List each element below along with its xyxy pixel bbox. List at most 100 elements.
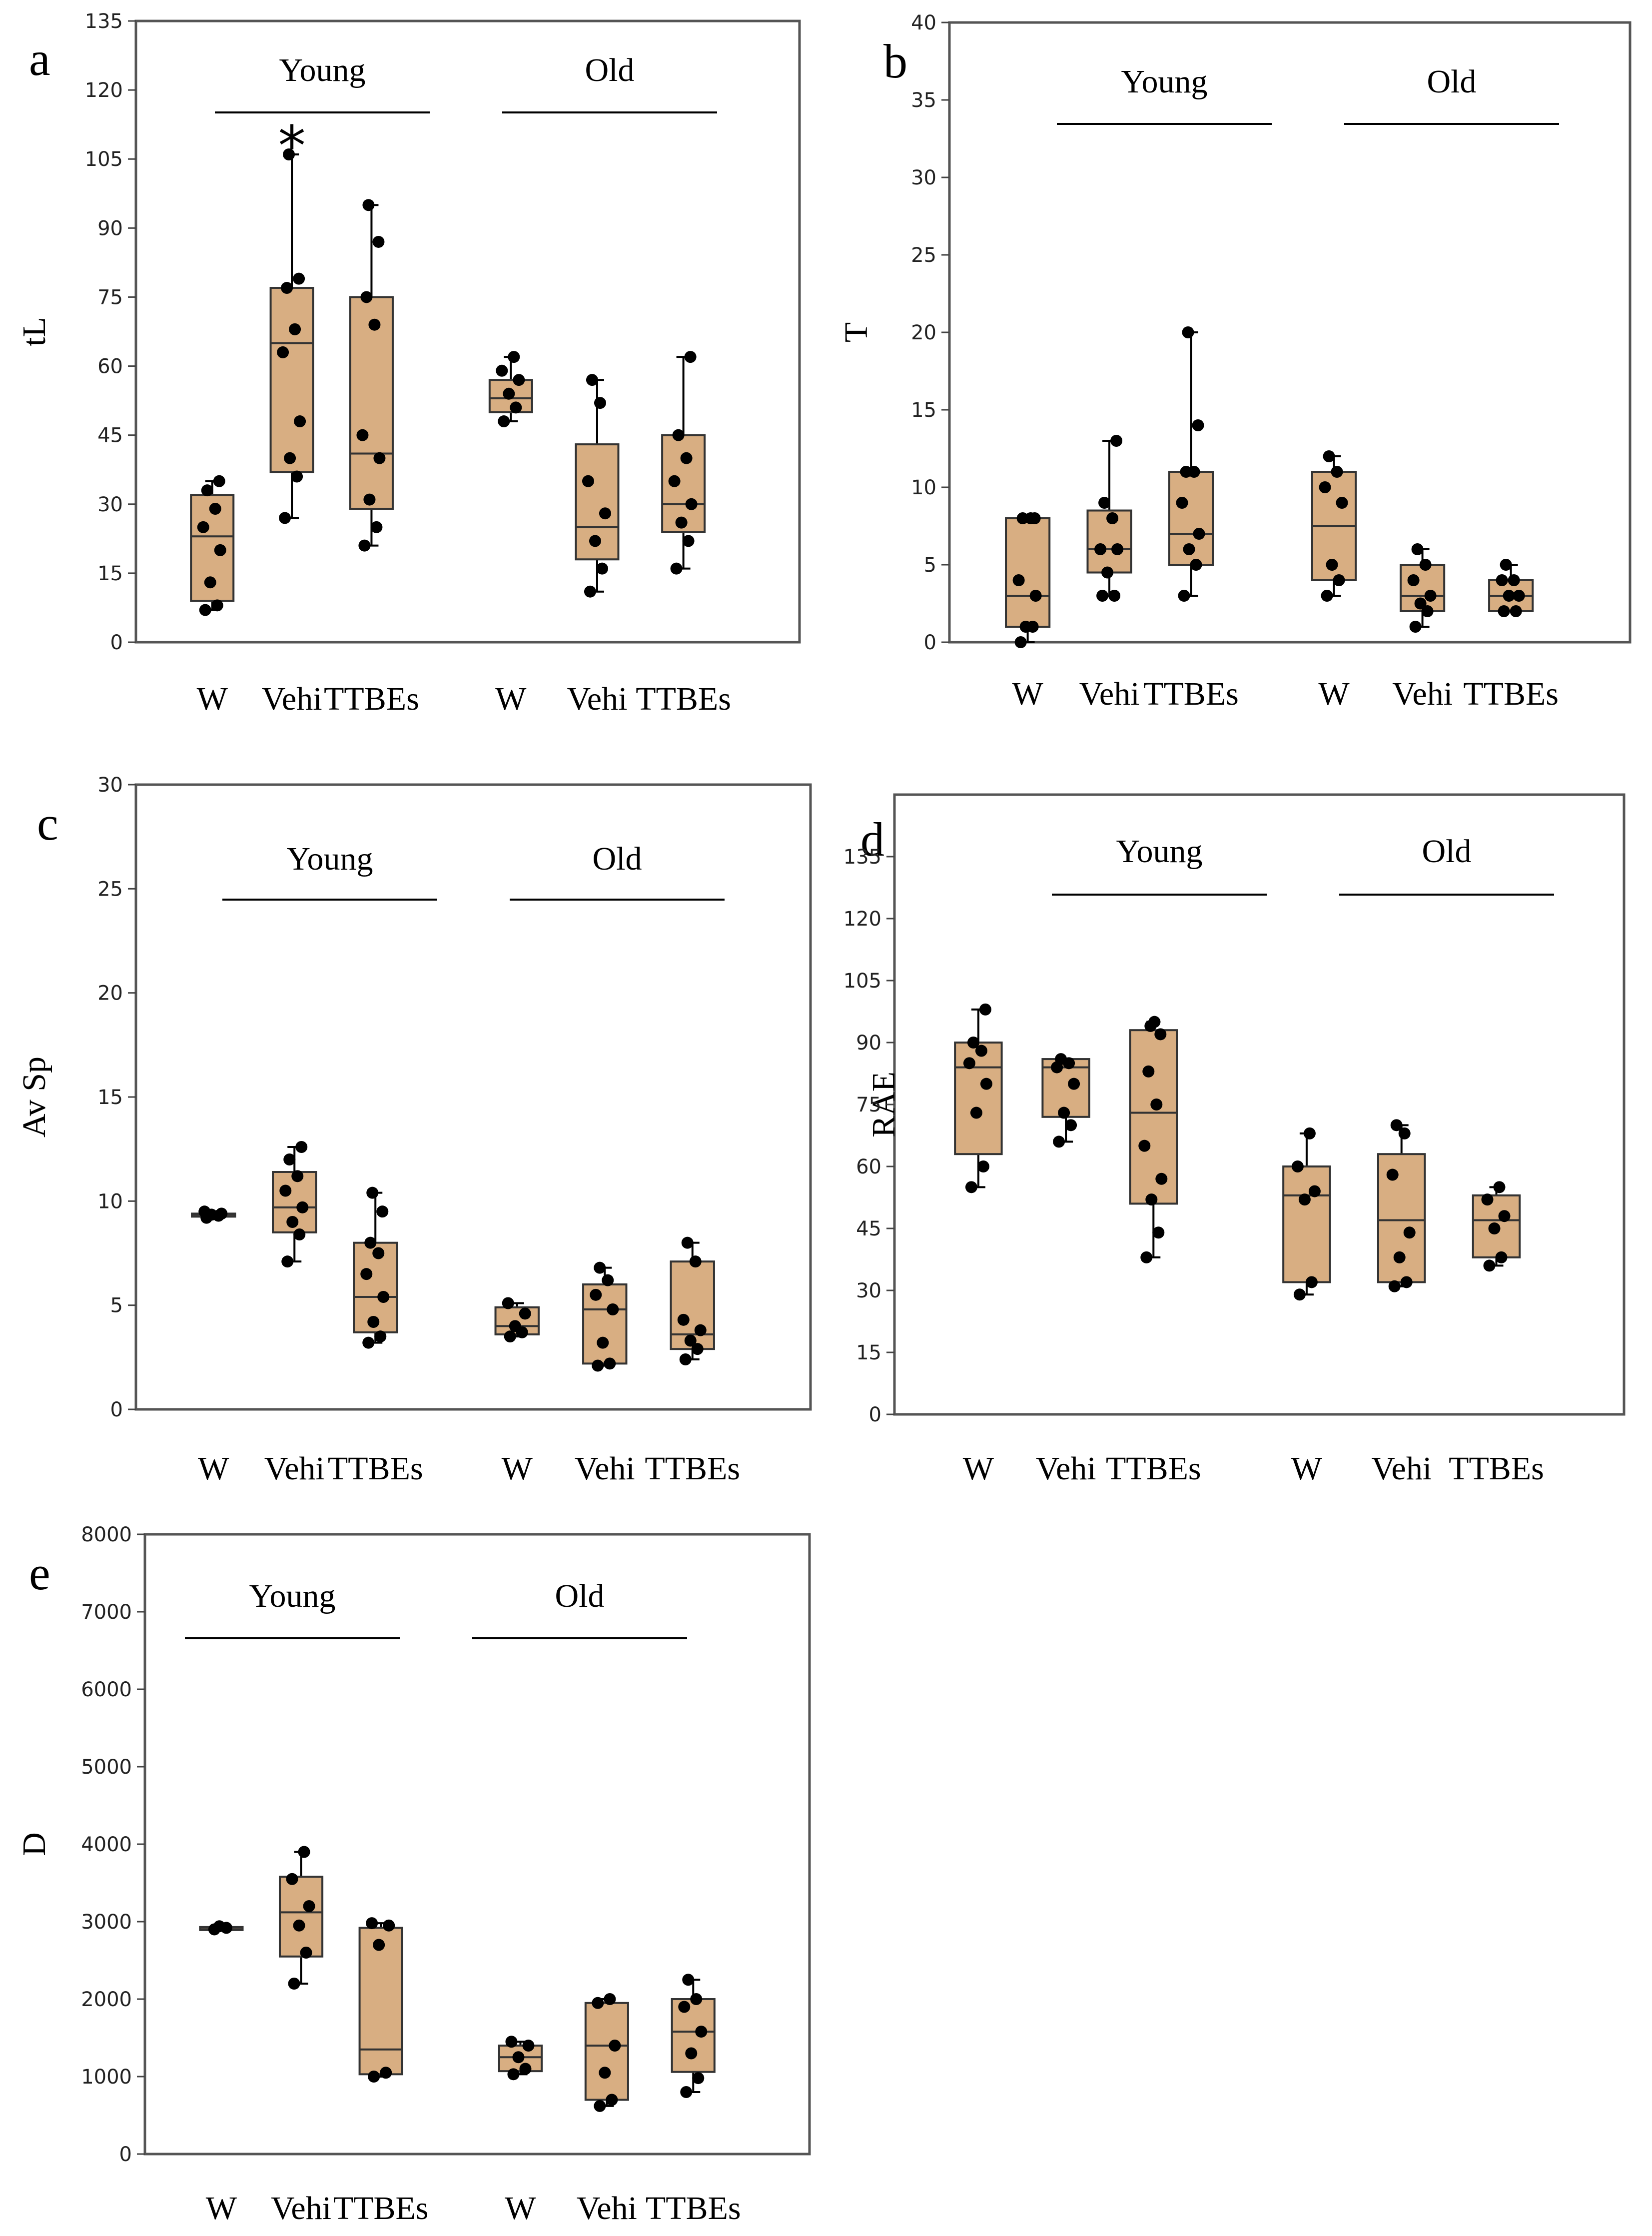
data-point: [288, 1978, 300, 1990]
y-tick-label: 0: [110, 1398, 123, 1421]
data-point: [594, 1261, 606, 1274]
group-label-old: Old: [1422, 833, 1472, 870]
box-5: [1472, 1181, 1521, 1272]
data-point: [1409, 621, 1422, 633]
data-point: [1140, 1251, 1153, 1263]
data-point: [1298, 1193, 1311, 1206]
y-tick-label: 1000: [81, 2066, 132, 2089]
category-label: Vehi: [1036, 1450, 1096, 1487]
category-label: W: [1012, 676, 1043, 712]
data-point: [366, 1186, 379, 1199]
data-point: [1150, 1099, 1163, 1111]
y-tick-label: 45: [97, 424, 123, 447]
data-point: [1029, 590, 1042, 602]
box-4: [582, 1261, 628, 1372]
data-point: [980, 1078, 992, 1090]
data-point: [1058, 1107, 1070, 1119]
box-1: [1086, 435, 1132, 602]
iqr-box: [584, 2002, 629, 2101]
data-point: [678, 2001, 691, 2013]
data-point: [1096, 590, 1109, 602]
box-3: [498, 2036, 543, 2081]
data-point: [1068, 1078, 1080, 1090]
data-point: [360, 291, 373, 303]
data-point: [197, 521, 209, 533]
data-point: [1495, 1251, 1508, 1263]
data-point: [358, 539, 371, 552]
data-point: [1110, 435, 1123, 447]
y-tick-label: 15: [856, 1341, 881, 1364]
data-point: [1154, 1028, 1167, 1041]
data-point: [284, 452, 296, 464]
data-point: [681, 1236, 694, 1249]
data-point: [586, 374, 598, 386]
data-point: [590, 1288, 602, 1301]
category-label: TTBEs: [328, 1450, 423, 1487]
data-point: [293, 1919, 305, 1932]
data-point: [1336, 497, 1348, 509]
data-point: [368, 318, 381, 331]
y-tick-label: 105: [85, 148, 123, 171]
box-5: [1488, 559, 1534, 617]
data-point: [368, 2071, 380, 2083]
data-point: [364, 1236, 377, 1249]
data-point: [694, 1324, 707, 1336]
significance-asterisk: *: [278, 114, 306, 178]
box-4: [1377, 1119, 1426, 1292]
group-label-young: Young: [249, 1578, 335, 1614]
data-point: [199, 604, 211, 616]
category-label: TTBEs: [636, 681, 731, 717]
data-point: [360, 1268, 373, 1280]
data-point: [592, 1997, 604, 2009]
y-tick-label: 6000: [81, 1678, 132, 1701]
y-tick-label: 15: [97, 562, 123, 585]
iqr-box: [1282, 1165, 1331, 1283]
group-label-old: Old: [593, 841, 642, 877]
data-point: [1065, 1119, 1077, 1131]
panel-letter: d: [860, 813, 884, 866]
data-point: [1055, 1053, 1067, 1066]
panel-letter: a: [29, 32, 50, 85]
y-tick-label: 0: [110, 631, 123, 654]
y-tick-label: 0: [924, 631, 936, 654]
y-tick-label: 30: [97, 493, 123, 516]
data-point: [1111, 543, 1124, 555]
data-point: [1176, 497, 1188, 509]
box-5: [670, 1236, 715, 1365]
y-tick-label: 5000: [81, 1756, 132, 1779]
data-point: [1321, 590, 1333, 602]
data-point: [522, 2040, 535, 2052]
group-label-old: Old: [555, 1578, 605, 1614]
data-point: [979, 1003, 991, 1016]
data-point: [684, 351, 697, 363]
category-label: W: [495, 681, 527, 717]
category-label: W: [963, 1450, 994, 1487]
data-point: [291, 470, 303, 483]
box-4: [1400, 543, 1446, 633]
data-point: [213, 1920, 225, 1933]
data-point: [607, 1303, 619, 1315]
data-point: [584, 585, 596, 598]
y-tick-label: 60: [97, 355, 123, 378]
data-point: [597, 1336, 609, 1349]
data-point: [1319, 481, 1331, 493]
panel-e: e D 0 1000 2000 3000 4000 5000 6000 7000 8000 Young…: [16, 1523, 811, 2227]
data-point: [1138, 1139, 1151, 1152]
data-point: [1498, 605, 1510, 617]
data-point: [1323, 450, 1335, 462]
data-point: [599, 2067, 611, 2079]
box-2: [1168, 326, 1214, 602]
data-point: [1019, 621, 1032, 633]
plot-frame: [134, 19, 801, 644]
data-point: [1500, 559, 1512, 571]
box-4: [584, 1993, 629, 2112]
y-axis-label: RAE: [865, 1072, 902, 1137]
data-point: [594, 397, 606, 409]
data-point: [1106, 512, 1119, 524]
group-label-old: Old: [1427, 63, 1477, 100]
data-point: [589, 535, 601, 547]
box-1: [1041, 1053, 1090, 1148]
data-point: [508, 351, 520, 363]
category-label: Vehi: [262, 681, 322, 717]
